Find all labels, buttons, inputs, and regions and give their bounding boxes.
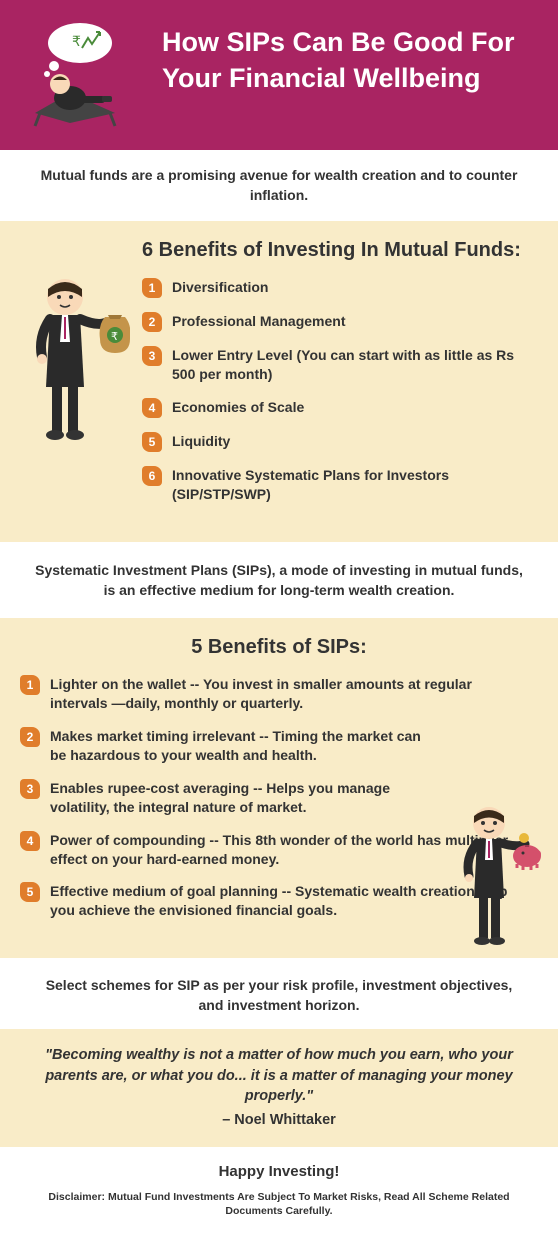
svg-text:₹: ₹ [72, 33, 81, 49]
list-item: 4 Economies of Scale [142, 398, 538, 418]
item-text: Enables rupee-cost averaging -- Helps yo… [50, 779, 438, 817]
section1-title: 6 Benefits of Investing In Mutual Funds: [142, 239, 538, 262]
number-badge: 2 [20, 727, 40, 747]
header: ₹ How SIPs Can Be Good For Your Financia… [0, 0, 558, 150]
quote-author: – Noel Whittaker [18, 1110, 540, 1130]
section2-title: 5 Benefits of SIPs: [20, 636, 538, 659]
number-badge: 4 [142, 398, 162, 418]
footer: Happy Investing! Disclaimer: Mutual Fund… [0, 1147, 558, 1238]
list-item: 3 Lower Entry Level (You can start with a… [142, 346, 538, 384]
item-text: Liquidity [172, 432, 538, 451]
list-item: 1 Lighter on the wallet -- You invest in … [20, 675, 538, 713]
item-text: Makes market timing irrelevant -- Timing… [50, 727, 438, 765]
benefits-sips-section: 5 Benefits of SIPs: 1 Lighter on the wall… [0, 618, 558, 958]
item-text: Lighter on the wallet -- You invest in s… [50, 675, 528, 713]
item-text: Lower Entry Level (You can start with as… [172, 346, 538, 384]
advice-text: Select schemes for SIP as per your risk … [0, 958, 558, 1029]
number-badge: 1 [142, 278, 162, 298]
quote-text: "Becoming wealthy is not a matter of how… [45, 1047, 513, 1104]
list-item: 2 Makes market timing irrelevant -- Timin… [20, 727, 538, 765]
item-text: Professional Management [172, 312, 538, 331]
list-item: 5 Liquidity [142, 432, 538, 452]
relaxing-man-illustration: ₹ [20, 18, 140, 128]
disclaimer: Disclaimer: Mutual Fund Investments Are … [30, 1190, 528, 1218]
number-badge: 5 [20, 882, 40, 902]
intro-text: Mutual funds are a promising avenue for … [0, 150, 558, 221]
mid-text: Systematic Investment Plans (SIPs), a mo… [0, 542, 558, 619]
man-piggybank-illustration [449, 798, 544, 963]
item-text: Economies of Scale [172, 398, 538, 417]
number-badge: 2 [142, 312, 162, 332]
number-badge: 1 [20, 675, 40, 695]
page-title: How SIPs Can Be Good For Your Financial … [162, 24, 538, 97]
benefits-mutual-funds-section: ₹ 6 Benefits of Investing In Mutual Fund… [0, 221, 558, 542]
number-badge: 6 [142, 466, 162, 486]
list-item: 6 Innovative Systematic Plans for Investo… [142, 466, 538, 504]
man-moneybag-illustration: ₹ [20, 267, 130, 452]
item-text: Diversification [172, 278, 538, 297]
quote-block: "Becoming wealthy is not a matter of how… [0, 1029, 558, 1146]
list-item: 2 Professional Management [142, 312, 538, 332]
svg-text:₹: ₹ [111, 331, 118, 343]
list-item: 1 Diversification [142, 278, 538, 298]
item-text: Innovative Systematic Plans for Investor… [172, 466, 538, 504]
number-badge: 3 [20, 779, 40, 799]
number-badge: 3 [142, 346, 162, 366]
number-badge: 5 [142, 432, 162, 452]
number-badge: 4 [20, 831, 40, 851]
happy-investing: Happy Investing! [30, 1163, 528, 1180]
